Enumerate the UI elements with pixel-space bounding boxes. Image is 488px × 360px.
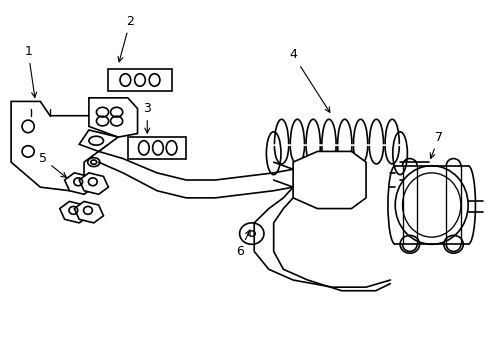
Text: 3: 3: [143, 102, 151, 133]
Polygon shape: [60, 202, 89, 223]
Ellipse shape: [394, 166, 467, 244]
Text: 4: 4: [288, 49, 329, 112]
Polygon shape: [11, 102, 108, 191]
Polygon shape: [108, 69, 171, 91]
Text: 7: 7: [429, 131, 442, 158]
Text: 5: 5: [39, 152, 66, 177]
Polygon shape: [74, 202, 103, 223]
Text: 2: 2: [118, 14, 134, 62]
Text: 1: 1: [24, 45, 37, 98]
Polygon shape: [64, 173, 94, 194]
Polygon shape: [292, 152, 366, 208]
Text: 6: 6: [235, 230, 249, 258]
Polygon shape: [79, 173, 108, 194]
Polygon shape: [127, 137, 186, 158]
Polygon shape: [79, 130, 118, 152]
Polygon shape: [89, 98, 137, 137]
